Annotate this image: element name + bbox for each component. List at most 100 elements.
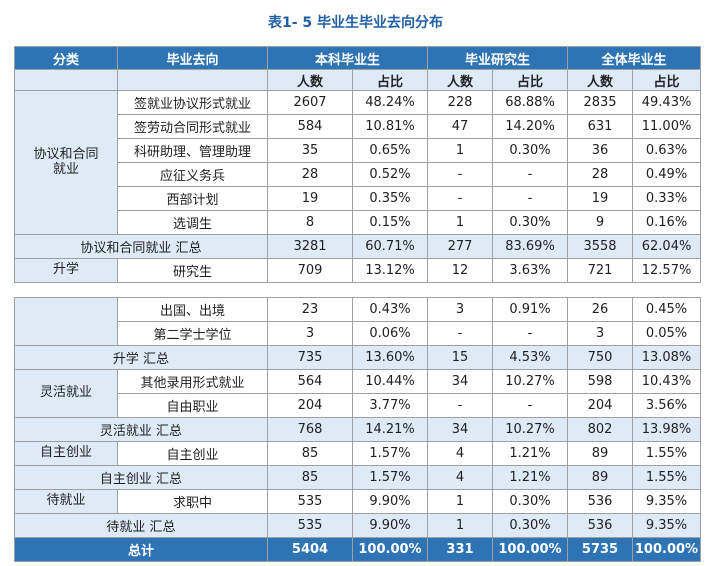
header-all-group: 全体毕业生 <box>567 46 702 70</box>
ratio-cell: 11.00% <box>632 114 702 139</box>
ratio-cell: 100.00% <box>632 537 701 562</box>
count-cell: 721 <box>567 258 634 283</box>
ratio-cell: 1.55% <box>632 441 701 466</box>
destination-cell: 应征义务兵 <box>117 162 268 187</box>
table-row: 签劳动合同形式就业 584 10.81% 47 14.20% 631 11.00… <box>15 114 702 139</box>
count-cell: 47 <box>427 114 494 139</box>
count-cell: 631 <box>567 114 634 139</box>
count-cell: 9 <box>567 210 634 235</box>
ratio-cell: 9.90% <box>352 489 428 514</box>
summary-label-cell: 协议和合同就业 汇总 <box>14 234 268 259</box>
count-cell: 331 <box>427 537 493 562</box>
ratio-cell: 0.65% <box>351 138 429 163</box>
destination-cell: 签劳动合同形式就业 <box>117 114 268 139</box>
destination-cell: 研究生 <box>117 258 268 283</box>
table-row: 选调生 8 0.15% 1 0.30% 9 0.16% <box>15 210 702 235</box>
ratio-cell: 10.44% <box>352 369 428 394</box>
ratio-cell: 9.35% <box>632 513 701 538</box>
ratio-cell: 48.24% <box>351 90 429 115</box>
ratio-cell: 0.16% <box>632 210 702 235</box>
count-cell: 3 <box>427 297 493 322</box>
count-cell: 2835 <box>567 90 634 115</box>
count-cell: 89 <box>567 465 633 490</box>
count-cell: 735 <box>267 345 353 370</box>
header-destination: 毕业去向 <box>117 46 268 70</box>
header-ratio-label: 占比 <box>351 69 429 91</box>
table-row: 待就业 求职中 535 9.90% 1 0.30% 536 9.35% <box>14 489 701 514</box>
count-cell: 85 <box>267 465 353 490</box>
ratio-cell: 0.06% <box>352 321 428 346</box>
header-category: 分类 <box>14 46 118 70</box>
ratio-cell: 0.63% <box>632 138 702 163</box>
total-label-cell: 总计 <box>14 537 268 562</box>
count-cell: 34 <box>427 417 493 442</box>
destination-table-part1: 分类 毕业去向 本科毕业生 毕业研究生 全体毕业生 人数 占比 人数 占比 人数… <box>14 46 702 283</box>
count-cell: 34 <box>427 369 493 394</box>
count-cell: 277 <box>427 234 494 259</box>
ratio-cell: 0.49% <box>632 162 702 187</box>
header-count-label: 人数 <box>267 69 353 91</box>
ratio-cell: 10.81% <box>351 114 429 139</box>
count-cell: 204 <box>567 393 633 418</box>
ratio-cell: - <box>492 393 568 418</box>
ratio-cell: 10.27% <box>492 417 568 442</box>
ratio-cell: 49.43% <box>632 90 702 115</box>
table-row: 第二学士学位 3 0.06% - - 3 0.05% <box>15 321 701 346</box>
ratio-cell: 1.57% <box>352 441 428 466</box>
ratio-cell: 0.91% <box>492 297 568 322</box>
table-row: 自主创业 自主创业 85 1.57% 4 1.21% 89 1.55% <box>14 441 701 466</box>
count-cell: 26 <box>567 297 633 322</box>
ratio-cell: 12.57% <box>632 258 702 283</box>
count-cell: 535 <box>267 513 353 538</box>
count-cell: - <box>427 186 494 211</box>
summary-label-cell: 自主创业 汇总 <box>14 465 268 490</box>
ratio-cell: 0.30% <box>492 210 569 235</box>
ratio-cell: 62.04% <box>632 234 702 259</box>
total-row: 总计 5404 100.00% 331 100.00% 5735 100.00% <box>14 537 701 562</box>
count-cell: 768 <box>267 417 353 442</box>
count-cell: 89 <box>567 441 633 466</box>
count-cell: 35 <box>267 138 353 163</box>
count-cell: - <box>427 321 493 346</box>
count-cell: 15 <box>427 345 493 370</box>
table-title: 表1- 5 毕业生毕业去向分布 <box>267 15 444 31</box>
ratio-cell: 1.55% <box>632 465 701 490</box>
ratio-cell: 0.05% <box>632 321 701 346</box>
count-cell: 1 <box>427 210 494 235</box>
destination-cell: 西部计划 <box>117 186 268 211</box>
destination-cell: 自由职业 <box>117 393 268 418</box>
destination-cell: 求职中 <box>117 489 268 514</box>
count-cell: 228 <box>427 90 494 115</box>
ratio-cell: 0.30% <box>492 138 569 163</box>
category-cell: 自主创业 <box>14 441 118 466</box>
header-spacer-cell <box>14 69 118 91</box>
ratio-cell: - <box>492 186 569 211</box>
category-cell: 协议和合同就业 <box>14 90 118 235</box>
ratio-cell: 0.30% <box>492 489 568 514</box>
header-count-label: 人数 <box>567 69 634 91</box>
count-cell: 1 <box>427 138 494 163</box>
count-cell: 584 <box>267 114 353 139</box>
summary-row: 自主创业 汇总 85 1.57% 4 1.21% 89 1.55% <box>14 465 701 490</box>
summary-row: 升学 汇总 735 13.60% 15 4.53% 750 13.08% <box>14 345 701 370</box>
ratio-cell: 1.21% <box>492 441 568 466</box>
page-break-gap <box>0 283 711 297</box>
summary-row: 灵活就业 汇总 768 14.21% 34 10.27% 802 13.98% <box>14 417 701 442</box>
header-row-groups: 分类 毕业去向 本科毕业生 毕业研究生 全体毕业生 <box>14 46 702 70</box>
count-cell: 4 <box>427 465 493 490</box>
count-cell: 5735 <box>567 537 633 562</box>
ratio-cell: 13.08% <box>632 345 701 370</box>
ratio-cell: 13.98% <box>632 417 701 442</box>
ratio-cell: 10.27% <box>492 369 568 394</box>
count-cell: 12 <box>427 258 494 283</box>
count-cell: 3 <box>267 321 353 346</box>
ratio-cell: 60.71% <box>351 234 429 259</box>
ratio-cell: 3.63% <box>492 258 569 283</box>
destination-cell: 选调生 <box>117 210 268 235</box>
destination-cell: 科研助理、管理助理 <box>117 138 268 163</box>
ratio-cell: 9.35% <box>632 489 701 514</box>
count-cell: 36 <box>567 138 634 163</box>
count-cell: 3 <box>567 321 633 346</box>
count-cell: - <box>427 393 493 418</box>
